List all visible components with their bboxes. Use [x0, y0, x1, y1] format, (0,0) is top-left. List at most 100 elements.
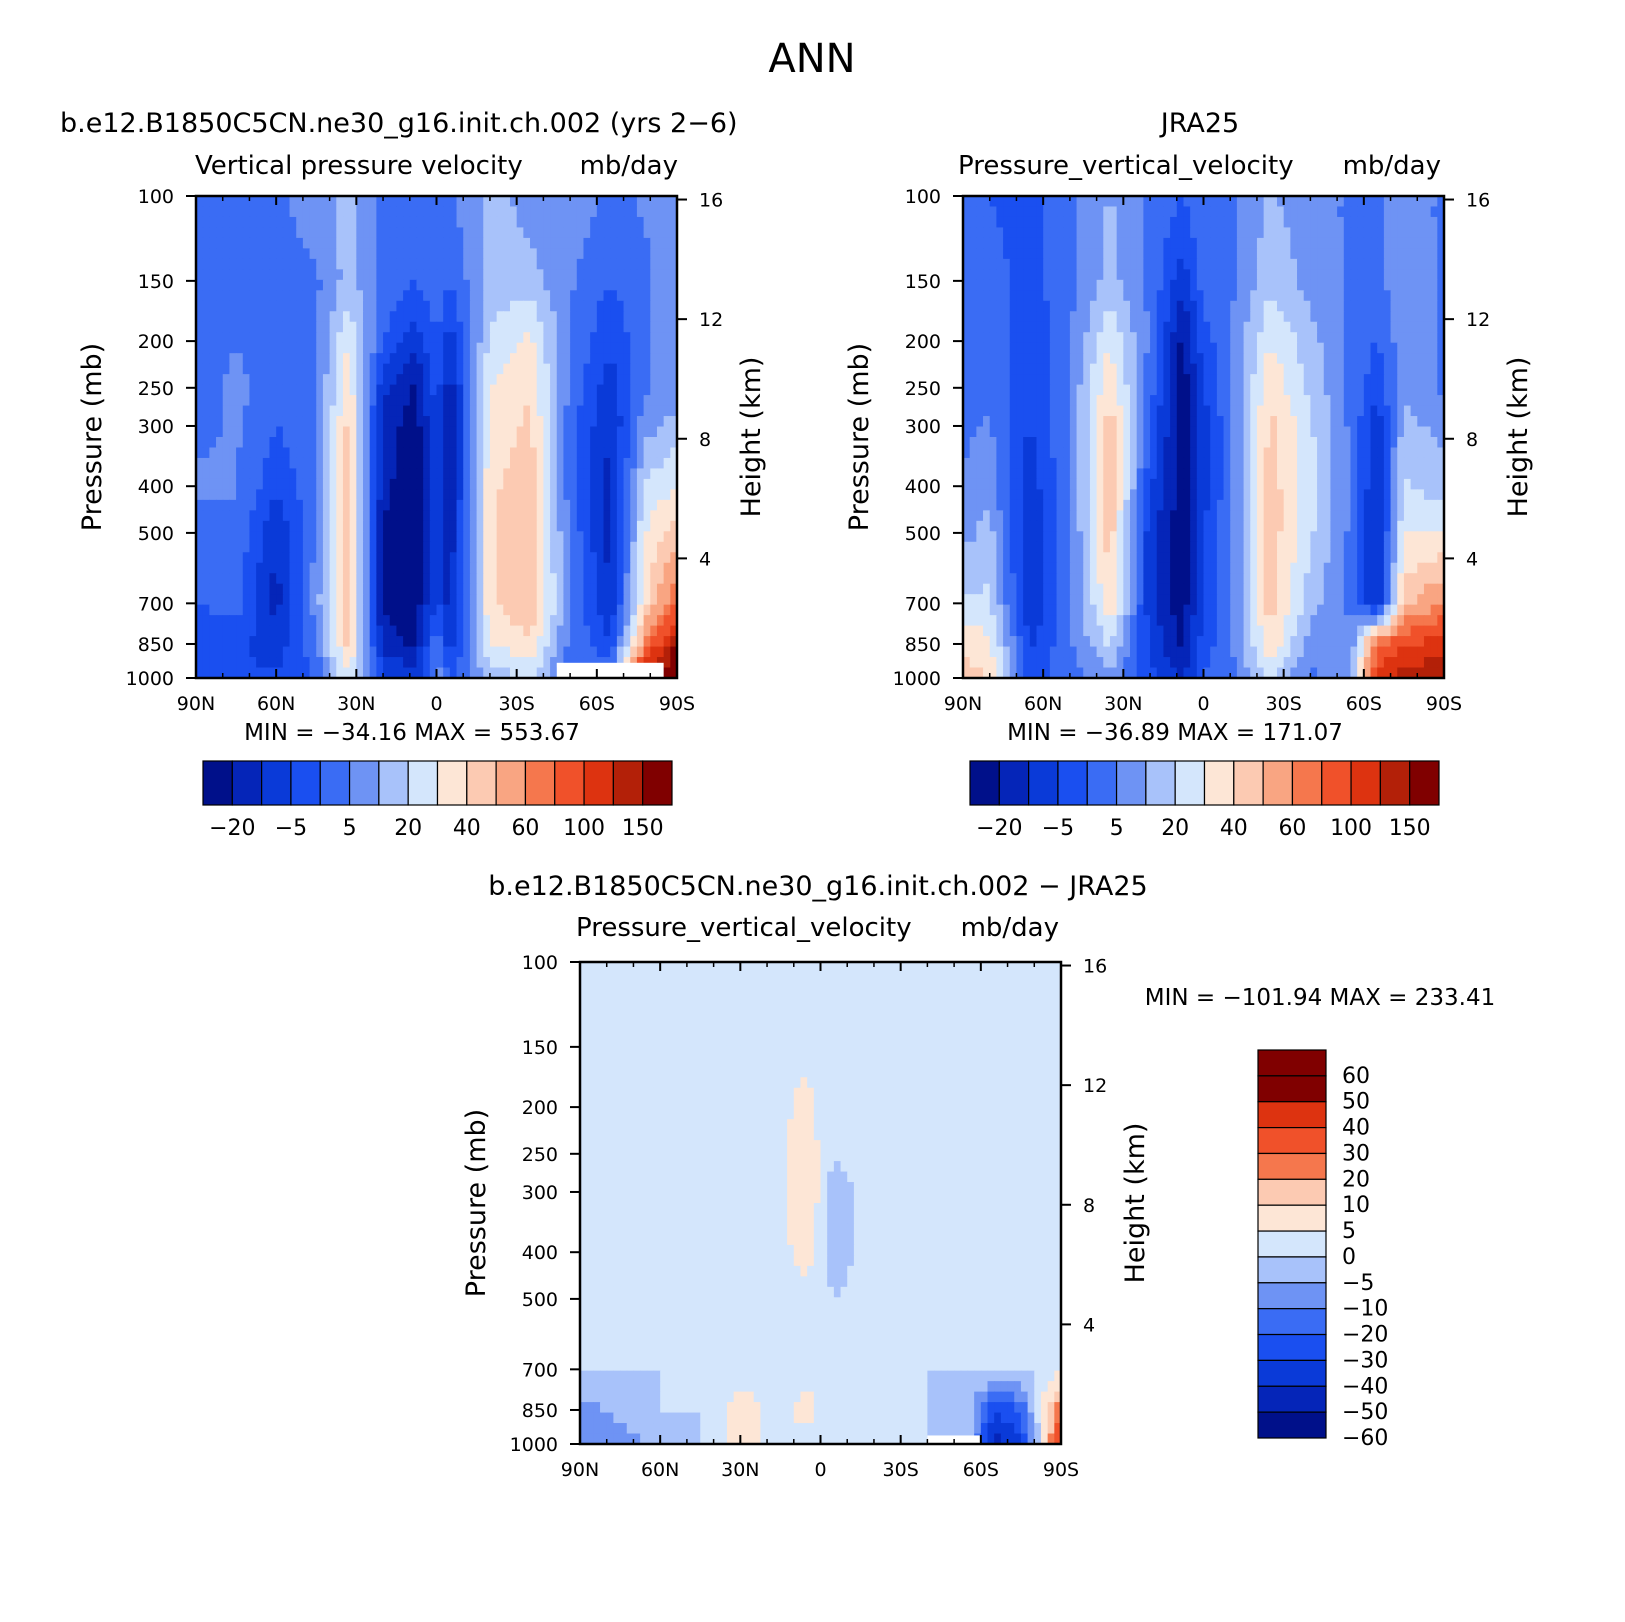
field-cell — [229, 363, 237, 375]
field-cell — [556, 583, 565, 595]
field-cell — [1210, 258, 1218, 270]
field-cell — [229, 625, 237, 637]
field-cell — [636, 405, 645, 417]
field-cell — [389, 625, 398, 637]
field-cell — [476, 248, 484, 260]
field-cell — [322, 353, 331, 365]
field-cell — [503, 625, 511, 637]
field-cell — [1016, 237, 1024, 249]
field-cell — [222, 646, 230, 658]
field-cell — [563, 279, 571, 291]
field-cell — [969, 363, 977, 375]
field-cell — [309, 353, 317, 365]
field-cell — [409, 520, 418, 532]
field-cell — [1236, 269, 1245, 281]
field-cell — [369, 363, 377, 375]
field-cell — [670, 667, 678, 679]
field-cell — [1083, 216, 1091, 229]
field-cell — [503, 216, 511, 229]
field-cell — [403, 562, 411, 574]
field-cell — [456, 604, 464, 616]
field-cell — [1130, 311, 1138, 323]
field-cell — [249, 562, 257, 574]
field-cell — [570, 447, 578, 459]
field-cell — [216, 447, 224, 459]
field-cell — [376, 300, 384, 312]
field-cell — [309, 290, 317, 302]
field-cell — [389, 468, 398, 480]
field-cell — [289, 258, 297, 270]
field-cell — [1363, 248, 1372, 260]
field-cell — [1403, 279, 1412, 291]
field-cell — [1377, 374, 1385, 386]
field-cell — [262, 562, 271, 574]
field-cell — [249, 416, 257, 428]
field-cell — [1083, 395, 1091, 407]
field-cell — [403, 573, 411, 585]
field-cell — [1343, 258, 1352, 270]
field-cell — [536, 405, 544, 417]
field-cell — [469, 395, 478, 407]
field-cell — [289, 196, 297, 208]
field-cell — [1016, 269, 1024, 281]
field-cell — [1049, 384, 1058, 396]
field-cell — [1417, 258, 1425, 270]
field-cell — [242, 395, 251, 407]
field-cell — [456, 646, 464, 658]
field-cell — [429, 321, 438, 333]
field-cell — [202, 457, 210, 470]
field-cell — [369, 583, 377, 595]
field-cell — [1176, 395, 1185, 407]
field-cell — [1009, 216, 1018, 229]
field-cell — [576, 573, 585, 585]
field-cell — [309, 510, 317, 522]
field-cell — [576, 321, 585, 333]
field-cell — [963, 353, 971, 365]
field-cell — [536, 311, 544, 323]
field-cell — [249, 300, 257, 312]
field-cell — [376, 499, 384, 511]
field-cell — [269, 426, 277, 438]
field-cell — [316, 269, 324, 281]
field-cell — [449, 510, 458, 522]
field-cell — [322, 541, 331, 553]
field-cell — [282, 405, 291, 417]
field-cell — [202, 206, 210, 218]
field-cell — [636, 531, 645, 543]
field-cell — [496, 499, 504, 511]
field-cell — [583, 342, 591, 354]
field-cell — [1363, 311, 1372, 323]
field-cell — [1290, 290, 1298, 302]
field-cell — [989, 395, 997, 407]
field-cell — [236, 531, 244, 543]
field-cell — [1123, 311, 1131, 323]
field-cell — [1370, 311, 1378, 323]
field-cell — [643, 206, 651, 218]
field-cell — [596, 237, 605, 249]
field-cell — [269, 384, 277, 396]
field-cell — [1036, 237, 1044, 249]
field-cell — [1183, 416, 1191, 428]
field-cell — [536, 374, 544, 386]
field-cell — [322, 478, 331, 490]
field-cell — [623, 657, 631, 669]
field-cell — [983, 290, 991, 302]
field-cell — [356, 437, 364, 449]
field-cell — [396, 437, 404, 449]
field-cell — [256, 374, 264, 386]
field-cell — [1016, 342, 1024, 354]
field-cell — [1009, 384, 1018, 396]
field-cell — [509, 279, 518, 291]
field-cell — [476, 520, 484, 532]
field-cell — [302, 353, 311, 365]
field-cell — [389, 395, 398, 407]
field-cell — [242, 657, 251, 669]
field-cell — [989, 416, 997, 428]
field-cell — [996, 300, 1004, 312]
field-cell — [1250, 248, 1258, 260]
field-cell — [363, 269, 371, 281]
field-cell — [1397, 290, 1405, 302]
field-cell — [643, 279, 651, 291]
field-cell — [636, 510, 645, 522]
field-cell — [496, 279, 504, 291]
